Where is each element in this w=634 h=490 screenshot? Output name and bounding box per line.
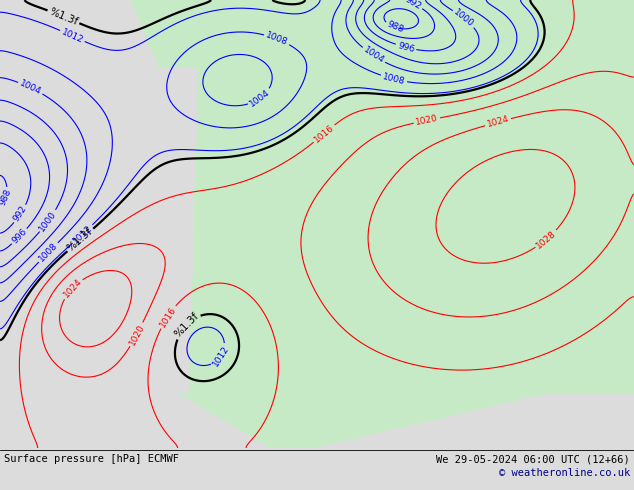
Text: 1020: 1020 <box>127 322 146 347</box>
Text: 1016: 1016 <box>158 305 178 329</box>
Text: 1004: 1004 <box>18 79 42 97</box>
Text: 1024: 1024 <box>486 115 510 129</box>
Text: 988: 988 <box>0 188 13 207</box>
Text: 1008: 1008 <box>382 72 406 86</box>
Text: 1004: 1004 <box>361 46 385 66</box>
Text: We 29-05-2024 06:00 UTC (12+66): We 29-05-2024 06:00 UTC (12+66) <box>436 454 630 464</box>
Text: 1000: 1000 <box>37 209 58 233</box>
Text: 992: 992 <box>12 204 29 223</box>
Text: 1012: 1012 <box>60 27 85 45</box>
Text: 1000: 1000 <box>452 8 476 29</box>
Text: 996: 996 <box>10 227 29 245</box>
Text: %1.3f: %1.3f <box>172 311 200 340</box>
Text: 1016: 1016 <box>313 123 336 145</box>
Text: 1020: 1020 <box>415 114 439 127</box>
Text: 988: 988 <box>385 20 405 35</box>
Text: 1004: 1004 <box>248 88 272 108</box>
Text: %1.3f: %1.3f <box>48 6 79 27</box>
Text: Surface pressure [hPa] ECMWF: Surface pressure [hPa] ECMWF <box>4 454 179 464</box>
Text: 1024: 1024 <box>61 277 84 300</box>
Text: 1028: 1028 <box>534 228 558 250</box>
Text: 1012: 1012 <box>211 343 231 368</box>
Text: 996: 996 <box>396 41 415 54</box>
Text: 992: 992 <box>403 0 423 12</box>
Text: © weatheronline.co.uk: © weatheronline.co.uk <box>499 468 630 478</box>
Text: 1008: 1008 <box>37 241 60 264</box>
Text: %1.3f: %1.3f <box>65 226 95 254</box>
Text: 1008: 1008 <box>264 31 289 48</box>
Text: 1012: 1012 <box>71 223 94 245</box>
